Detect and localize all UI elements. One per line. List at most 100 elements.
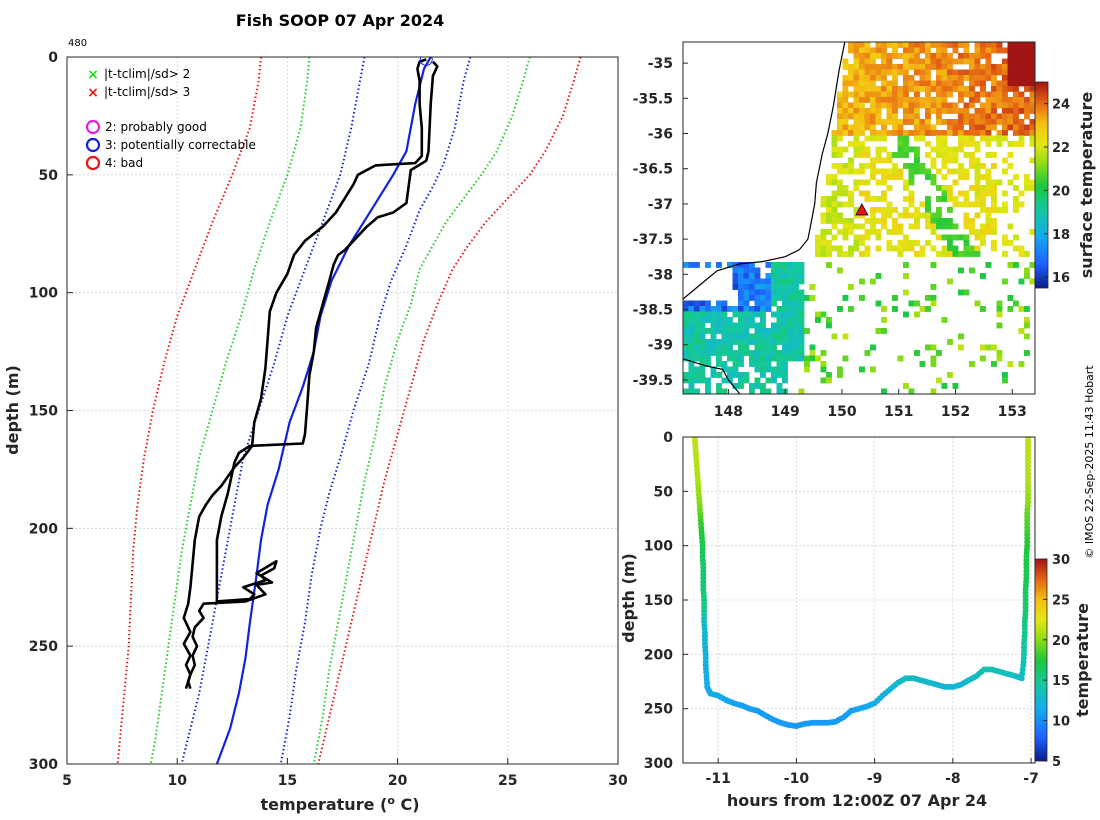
sst-cell [941, 141, 948, 147]
sst-cell [683, 388, 689, 394]
sst-cell [958, 163, 964, 169]
sst-cell [848, 218, 854, 224]
time-point [1025, 437, 1031, 440]
sst-cell [974, 53, 981, 59]
profile-x-tick-label: 15 [278, 773, 297, 789]
sst-cell [963, 168, 970, 175]
sst-cell [881, 328, 887, 334]
sst-cell [853, 102, 860, 109]
sst-cell [1024, 185, 1030, 191]
profile-x-tick-label: 30 [608, 773, 628, 789]
map-x-tick-label: 149 [771, 404, 800, 420]
sst-cell [820, 377, 827, 384]
sst-cell [754, 383, 761, 389]
sst-cell [892, 229, 898, 235]
sst-cell [963, 245, 970, 252]
sst-cell [749, 350, 755, 356]
sst-cell [1013, 207, 1019, 213]
sst-cell [859, 86, 865, 92]
sst-cell [705, 328, 711, 334]
sst-cell [908, 212, 915, 219]
sst-cell [694, 339, 700, 345]
sst-cell [936, 113, 942, 120]
sst-cell [941, 163, 948, 169]
sst-cell [782, 311, 788, 318]
sst-cell [947, 119, 953, 125]
sst-cell [699, 322, 706, 329]
sst-cell [974, 108, 981, 114]
map-x-tick-label: 148 [714, 404, 743, 420]
sst-cell [881, 64, 887, 70]
sst-cell [985, 135, 992, 142]
sst-cell [996, 47, 1003, 54]
sst-cell [941, 75, 948, 81]
sst-cell [914, 300, 920, 307]
sst-cell [820, 201, 827, 208]
sst-cell [848, 306, 854, 312]
sst-cell [903, 152, 909, 158]
sst-cell [798, 306, 805, 312]
sst-cell [864, 234, 871, 241]
sst-cell [859, 102, 865, 109]
sst-cell [980, 163, 986, 169]
sst-cell [738, 267, 744, 274]
sst-cell [897, 212, 904, 219]
sst-cell [930, 130, 937, 136]
sst-cell [952, 383, 959, 389]
sst-cell [1029, 58, 1035, 65]
sst-cell [1007, 240, 1014, 246]
sst-cell [870, 80, 876, 87]
sst-cell [782, 366, 788, 373]
sst-cell [980, 207, 986, 213]
sst-cell [699, 361, 706, 367]
map-colorbar-tick-label: 22 [1052, 141, 1070, 156]
sst-cell [848, 80, 854, 87]
sst-cell [897, 152, 904, 158]
sst-cell [963, 47, 970, 54]
sst-cell [820, 251, 827, 257]
sst-cell [870, 58, 876, 65]
profile-y-tick-label: 0 [48, 50, 58, 66]
coastline-line [683, 42, 846, 300]
sst-cell [919, 119, 926, 125]
sst-cell [754, 361, 761, 367]
sst-cell [1013, 124, 1019, 131]
sst-cell [694, 328, 700, 334]
sst-cell [1007, 223, 1014, 230]
sst-cell [771, 339, 777, 345]
sst-cell [903, 130, 909, 136]
sst-cell [996, 97, 1003, 103]
sst-cell [859, 240, 865, 246]
sst-cell [897, 53, 904, 59]
sst-cell [963, 152, 970, 158]
time-points [691, 437, 1031, 730]
sst-cell [903, 383, 909, 389]
sst-cell [738, 361, 744, 367]
time-colorbar-tick-label: 15 [1052, 674, 1070, 689]
sst-cell [710, 306, 717, 312]
sst-cell [826, 174, 832, 180]
sst-cell [837, 91, 843, 98]
sst-cell [853, 108, 860, 114]
sst-cell [798, 333, 805, 340]
sst-cell [743, 333, 750, 340]
sst-cell [721, 377, 728, 384]
sst-cell [837, 179, 843, 186]
sst-cell [870, 344, 876, 351]
sst-cell [875, 157, 882, 164]
sst-cell [732, 383, 739, 389]
sst-cell [864, 229, 871, 235]
sst-cell [930, 163, 937, 169]
sst-cell [936, 146, 942, 153]
sst-cell [974, 47, 981, 54]
sst-cell [738, 372, 744, 378]
sst-cell [974, 157, 981, 164]
sst-cell [925, 152, 931, 158]
legend-circle-icon [85, 155, 101, 171]
sst-cell [914, 102, 920, 109]
sst-cell [947, 86, 953, 92]
sst-cell [875, 146, 882, 153]
sst-cell [1024, 251, 1030, 257]
sst-cell [1029, 135, 1035, 142]
sst-cell [991, 163, 997, 169]
